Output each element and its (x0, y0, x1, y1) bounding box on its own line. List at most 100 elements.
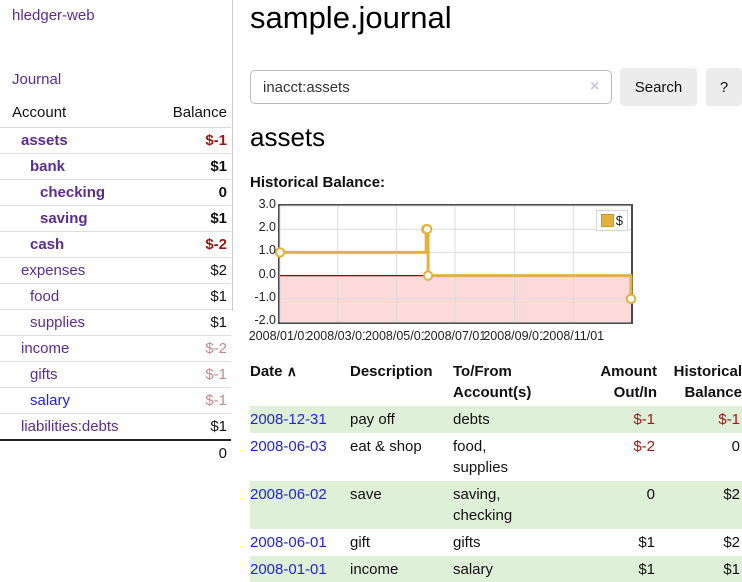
register-row: 2008-12-31 pay off debts $-1 $-1 (250, 406, 742, 433)
accounts-balance-table: Account Balance assets $-1 bank $1 check… (0, 100, 231, 466)
x-axis-tick-label: 2008/11/01 (542, 329, 605, 343)
account-row: supplies $1 (0, 309, 231, 336)
page-title: sample.journal (250, 0, 452, 35)
y-axis-tick-label: -2.0 (254, 313, 276, 327)
y-axis-tick-label: 1.0 (258, 243, 276, 258)
transaction-accounts: gifts (453, 534, 481, 551)
transaction-description: save (350, 486, 382, 503)
sort-ascending-icon: ∧ (286, 363, 297, 379)
clear-search-icon[interactable]: × (590, 78, 600, 95)
accounts-total-row: 0 (0, 439, 231, 466)
account-row: checking 0 (0, 179, 231, 206)
register-header-row: Date ∧ Description To/From Account(s) Am… (250, 358, 742, 406)
search-input[interactable] (250, 70, 612, 104)
description-column-header: Description (350, 363, 433, 380)
transaction-date-link[interactable]: 2008-06-01 (250, 534, 327, 551)
y-axis-tick-label: 3.0 (258, 197, 276, 211)
transaction-balance: $2 (723, 534, 740, 551)
account-link[interactable]: income (21, 340, 70, 357)
legend-swatch-icon (600, 214, 614, 227)
account-row: cash $-2 (0, 231, 231, 258)
register-row: 2008-01-01 income salary $1 $1 (250, 556, 742, 582)
register-row: 2008-06-01 gift gifts $1 $2 (250, 529, 742, 556)
account-balance: $1 (154, 205, 231, 232)
transaction-balance: $1 (723, 561, 740, 578)
y-axis-tick-label: -1.0 (254, 289, 276, 304)
transaction-date-link[interactable]: 2008-06-02 (250, 486, 327, 503)
account-link[interactable]: checking (40, 184, 106, 201)
accounts-total-balance: 0 (154, 439, 231, 466)
chart-plot-area[interactable]: $ (274, 204, 637, 324)
account-link[interactable]: assets (21, 132, 68, 149)
x-axis-tick-label: 2008/01/01 (248, 329, 312, 343)
register-row: 2008-06-02 save saving, checking 0 $2 (250, 481, 742, 529)
account-link[interactable]: supplies (30, 314, 86, 331)
sidebar-divider (232, 0, 233, 311)
account-row: liabilities:debts $1 (0, 413, 231, 440)
account-balance: $-2 (154, 335, 231, 362)
balance-column-header: Historical Balance (673, 363, 742, 401)
legend-label: $ (615, 213, 623, 228)
transaction-amount: $-1 (633, 411, 655, 428)
transaction-accounts: debts (453, 411, 490, 428)
transaction-accounts: saving, checking (453, 486, 513, 524)
account-link[interactable]: bank (30, 158, 66, 175)
transaction-description: gift (350, 534, 371, 551)
transaction-date-link[interactable]: 2008-01-01 (250, 561, 327, 578)
search-button[interactable]: Search (620, 68, 697, 106)
account-heading: assets (250, 122, 326, 152)
account-link[interactable]: saving (40, 210, 88, 227)
help-button[interactable]: ? (706, 68, 742, 106)
account-balance: $1 (154, 413, 231, 440)
x-axis-tick-label: 2008/05/01 (365, 329, 428, 343)
account-row: saving $1 (0, 205, 231, 232)
sidebar-item-journal[interactable]: Journal (12, 71, 62, 88)
account-link[interactable]: gifts (30, 366, 58, 383)
transaction-accounts: food, supplies (453, 438, 509, 476)
account-row: expenses $2 (0, 257, 231, 284)
account-balance: $2 (154, 257, 231, 284)
transaction-date-link[interactable]: 2008-12-31 (250, 411, 327, 428)
account-row: income $-2 (0, 335, 231, 362)
x-axis-tick-label: 2008/09/01 (483, 329, 546, 343)
transaction-amount: $-2 (633, 438, 655, 455)
transaction-balance: $2 (723, 486, 740, 503)
account-balance: $1 (154, 283, 231, 310)
transaction-description: pay off (350, 411, 395, 428)
accounts-column-header: Account (0, 100, 155, 128)
amount-column-header: Amount Out/In (600, 363, 657, 401)
register-table: Date ∧ Description To/From Account(s) Am… (250, 358, 742, 582)
main-content: sample.journal × Search ? assets Histori… (248, 0, 742, 582)
account-row: salary $-1 (0, 387, 231, 414)
account-link[interactable]: expenses (21, 262, 86, 279)
x-axis-tick-label: 2008/07/01 (423, 329, 487, 343)
account-row: assets $-1 (0, 128, 231, 154)
transaction-description: income (350, 561, 399, 578)
account-row: gifts $-1 (0, 361, 231, 388)
transaction-amount: 0 (646, 486, 655, 503)
account-balance: 0 (154, 179, 231, 206)
y-axis-tick-label: 2.0 (258, 220, 276, 235)
date-column-header: Date ∧ (250, 363, 297, 380)
transaction-balance: $-1 (718, 411, 740, 428)
balance-column-header: Balance (154, 100, 231, 128)
account-link[interactable]: food (30, 288, 60, 305)
brand-link[interactable]: hledger-web (12, 7, 95, 24)
y-axis-tick-label: 0.0 (258, 266, 276, 281)
account-link[interactable]: cash (30, 236, 65, 253)
account-balance: $-1 (154, 361, 231, 388)
transaction-amount: $1 (638, 534, 655, 551)
transaction-amount: $1 (638, 561, 655, 578)
chart-title: Historical Balance: (250, 174, 386, 191)
account-row: bank $1 (0, 153, 231, 180)
transaction-date-link[interactable]: 2008-06-03 (250, 438, 327, 455)
account-balance: $-1 (205, 132, 227, 149)
account-balance: $-1 (154, 387, 231, 414)
account-link[interactable]: liabilities:debts (21, 418, 119, 435)
x-axis-tick-label: 2008/03/01 (306, 329, 369, 343)
transaction-description: eat & shop (350, 438, 422, 455)
account-balance: $-2 (154, 231, 231, 258)
account-link[interactable]: salary (30, 392, 71, 409)
transaction-balance: 0 (731, 438, 740, 455)
